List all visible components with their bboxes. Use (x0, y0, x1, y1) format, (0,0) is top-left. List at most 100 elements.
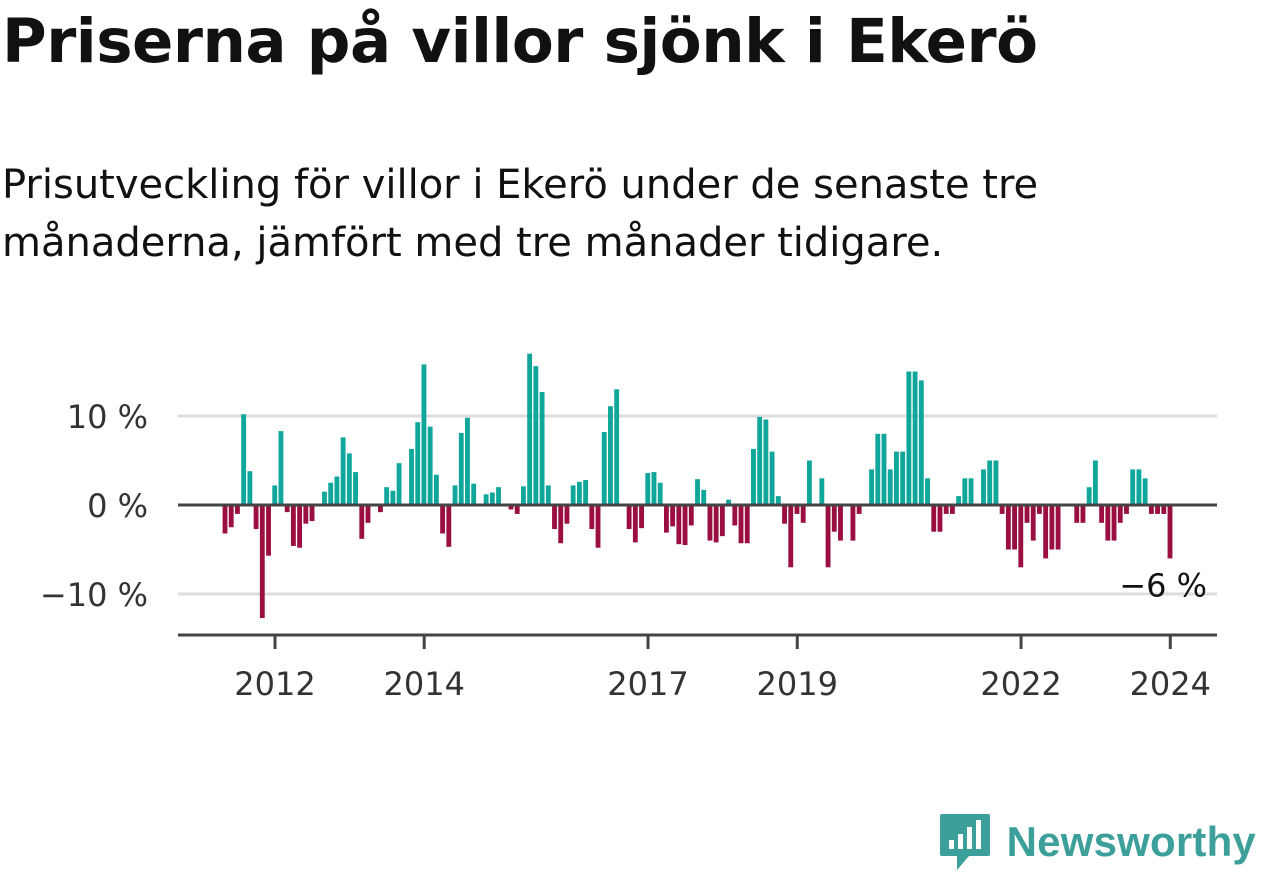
bar (508, 505, 514, 510)
bar (421, 364, 427, 505)
bar (1161, 505, 1167, 514)
bar (328, 482, 334, 505)
bar (806, 460, 812, 505)
bar (738, 505, 744, 544)
bar (713, 505, 719, 543)
bar (1080, 505, 1086, 523)
bar (987, 460, 993, 505)
bar (253, 505, 259, 530)
x-tick-label: 2014 (383, 665, 464, 703)
bar (340, 437, 346, 505)
bar (869, 469, 875, 505)
bar (570, 485, 576, 505)
bar (856, 505, 862, 514)
bar (956, 496, 962, 505)
bar (552, 505, 557, 530)
bar (297, 505, 303, 548)
bar (707, 505, 713, 541)
chart-title: Priserna på villor sjönk i Ekerö (2, 6, 1038, 77)
bar (999, 505, 1005, 514)
bar (688, 505, 694, 526)
bar (695, 479, 700, 505)
bar (334, 476, 340, 505)
bar (483, 494, 489, 505)
bar (427, 426, 433, 505)
bar (433, 474, 439, 505)
bar (290, 505, 296, 546)
bar (651, 472, 657, 505)
bar-series (222, 353, 1173, 619)
bar (900, 451, 906, 505)
bar (583, 480, 589, 505)
bar (962, 478, 968, 505)
bar (415, 422, 421, 505)
bar (1155, 505, 1160, 514)
bar (514, 505, 520, 514)
bar (446, 505, 452, 547)
bar (819, 478, 825, 505)
bar (471, 483, 477, 505)
bar (682, 505, 688, 546)
bar (831, 505, 837, 532)
bar (639, 505, 644, 529)
bar (272, 485, 278, 505)
bar (1012, 505, 1017, 550)
bar (390, 490, 396, 505)
bar (670, 505, 676, 527)
bar (589, 505, 595, 530)
bar (850, 505, 856, 541)
bar (626, 505, 632, 530)
bar (937, 505, 943, 532)
bar (309, 505, 315, 522)
bar (496, 487, 501, 505)
bar (968, 478, 974, 505)
brand-name: Newsworthy (1006, 818, 1256, 865)
bar (1024, 505, 1030, 523)
bar (931, 505, 937, 532)
last-value-annotation: −6 % (1119, 566, 1207, 604)
bar (539, 391, 545, 505)
bar (925, 478, 930, 505)
bar (222, 505, 228, 534)
x-tick-label: 2012 (234, 665, 315, 703)
bar (918, 380, 924, 505)
bar (701, 489, 707, 505)
bar (303, 505, 309, 524)
bar (794, 505, 800, 514)
bar (359, 505, 365, 539)
bar (1074, 505, 1080, 523)
bar (782, 505, 787, 524)
bar (788, 505, 794, 568)
bar (1086, 487, 1092, 505)
bar (763, 419, 769, 505)
bar (1005, 505, 1011, 550)
bar (1130, 469, 1136, 505)
brand-logo-block: Newsworthy (939, 813, 1256, 871)
bar (732, 505, 738, 526)
bar (322, 491, 327, 505)
bar (1111, 505, 1117, 541)
bar (1124, 505, 1129, 514)
bar (1092, 460, 1098, 505)
bar (576, 481, 582, 505)
bar (247, 471, 253, 505)
bar (906, 371, 912, 505)
bar (564, 505, 570, 524)
bar (259, 505, 265, 619)
bar (894, 451, 899, 505)
bar (409, 448, 414, 505)
bar (396, 463, 402, 505)
chart-subtitle: Prisutveckling för villor i Ekerö under … (2, 162, 1039, 266)
bar (545, 485, 551, 505)
bar (595, 505, 601, 548)
bar (608, 406, 613, 505)
x-tick-label: 2019 (757, 665, 838, 703)
bar (676, 505, 682, 545)
x-tick-label: 2017 (607, 665, 688, 703)
bar (719, 505, 725, 537)
bar (657, 482, 663, 505)
bar (346, 453, 352, 505)
bar (527, 353, 533, 505)
bar (993, 460, 999, 505)
bar (284, 505, 290, 513)
